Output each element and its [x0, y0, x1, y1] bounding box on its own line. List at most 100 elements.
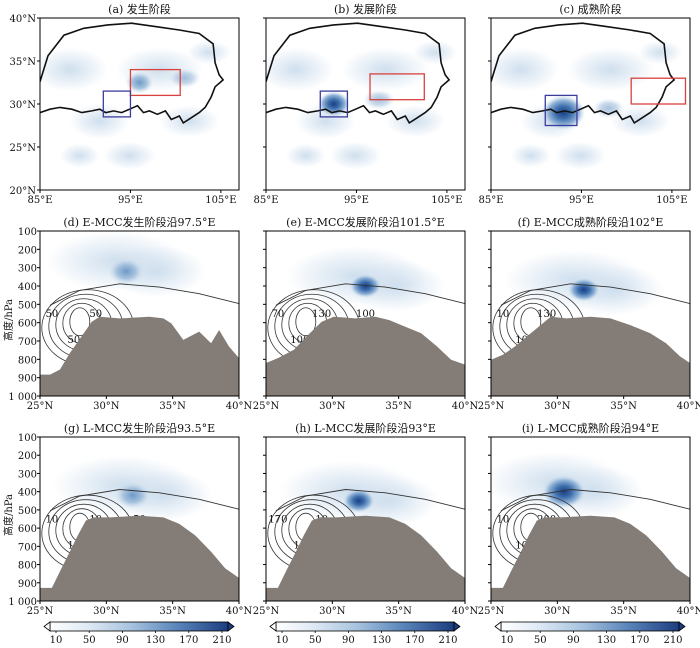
contour-label: 130 — [312, 309, 331, 320]
y-tick-label: 30°N — [10, 100, 37, 111]
colorbar-tick-label: 170 — [630, 635, 649, 646]
contour-label: 50 — [67, 335, 80, 346]
colorbar-bar — [49, 621, 229, 632]
y-axis-label-row2: 高度/hPa — [2, 299, 15, 341]
y-tick-label: 700 — [18, 542, 37, 553]
colorbar-tick-label: 10 — [276, 635, 289, 646]
plot-frame — [265, 230, 466, 397]
blue-box — [319, 90, 349, 118]
y-tick-label: 300 — [18, 469, 37, 480]
colorbar-tick-label: 50 — [534, 635, 547, 646]
x-tick-label: 85°E — [253, 195, 278, 206]
y-tick-label: 40°N — [10, 14, 37, 25]
panel-a: (a) 发生阶段 85°E 95°E 105°E 40°N 35°N 30°N 25°N 20°… — [10, 2, 240, 206]
x-tick-label: 40°N — [452, 606, 479, 617]
plot-frame — [39, 230, 240, 397]
y-tick-label: 500 — [18, 300, 37, 311]
panel-c: (c) 成熟阶段 85°E 95°E 105°E — [478, 2, 691, 206]
colorbar-tick-label: 130 — [146, 635, 165, 646]
plateau-outline — [491, 22, 676, 125]
x-tick-label: 95°E — [118, 195, 143, 206]
colorbar-tick-label: 170 — [179, 635, 198, 646]
shading-blob — [385, 105, 446, 138]
terrain — [491, 515, 690, 601]
plateau-outline — [40, 22, 225, 125]
colorbar-tick-label: 210 — [663, 635, 682, 646]
colorbar-left-arrow — [494, 621, 502, 632]
colorbar-right-arrow — [453, 621, 461, 632]
colorbar-left-arrow — [43, 621, 51, 632]
y-tick-label: 1 000 — [8, 597, 37, 608]
colorbar-right-arrow — [678, 621, 686, 632]
x-tick-label: 35°N — [610, 401, 637, 412]
max-value-blob — [108, 257, 145, 285]
y-tick-label: 200 — [18, 245, 37, 256]
x-tick-label: 35°N — [159, 401, 186, 412]
shading-blob — [187, 40, 232, 65]
panel-g: 1010103050150(g) L-MCC发生阶段沿93.5°E25°N30°… — [8, 421, 252, 617]
y-tick-label: 1 000 — [8, 392, 37, 403]
terrain — [491, 316, 690, 396]
contour-line — [500, 283, 690, 306]
x-tick-label: 30°N — [319, 606, 346, 617]
colorbar-1: 10 50 90 130 170 210 — [43, 621, 235, 646]
max-value-blob — [114, 481, 151, 509]
terrain — [40, 316, 239, 396]
contour-label: 70 — [272, 309, 285, 320]
shading-blob — [610, 105, 671, 138]
max-value-blob — [125, 71, 154, 94]
colorbar-tick-label: 170 — [405, 635, 424, 646]
contour-line — [295, 307, 317, 337]
panel-title: (f) E-MCC成熟阶段沿102°E — [518, 215, 664, 229]
shading-blob — [554, 141, 607, 170]
y-tick-label: 600 — [18, 319, 37, 330]
shading-blob — [510, 143, 551, 168]
contour-line — [275, 283, 465, 306]
shading-blob — [638, 40, 683, 65]
y-tick-label: 800 — [18, 355, 37, 366]
x-tick-label: 35°N — [610, 606, 637, 617]
panel-e: 70100130160100(e) E-MCC发展阶段沿101.5°E25°N3… — [253, 215, 479, 412]
red-box — [369, 73, 425, 101]
colorbar-bar — [500, 621, 680, 632]
panel-b: (b) 发展阶段 85°E 95°E 105°E — [253, 2, 466, 206]
panel-title: (h) L-MCC发展阶段沿93°E — [295, 421, 436, 435]
colorbar-tick-label: 50 — [83, 635, 96, 646]
max-value-blob — [317, 91, 350, 117]
colorbar-tick-label: 210 — [438, 635, 457, 646]
contour-label: 10 — [497, 514, 510, 525]
contour-label: 10 — [497, 309, 510, 320]
panel-title: (d) E-MCC发生阶段沿97.5°E — [63, 215, 215, 229]
panel-title: (c) 成熟阶段 — [559, 2, 621, 16]
shading-blob — [563, 263, 664, 316]
y-tick-label: 400 — [18, 488, 37, 499]
y-axis-label-row3: 高度/hPa — [2, 494, 15, 536]
plateau-outline — [266, 22, 451, 125]
y-tick-label: 200 — [18, 451, 37, 462]
panel-title: (g) L-MCC发生阶段沿93.5°E — [64, 421, 215, 435]
y-tick-label: 500 — [18, 506, 37, 517]
y-tick-label: 800 — [18, 561, 37, 572]
shading-blob — [103, 141, 156, 170]
x-tick-label: 30°N — [544, 401, 571, 412]
panel-f: 1010013040(f) E-MCC成熟阶段沿102°E25°N30°N35°… — [478, 215, 700, 412]
panel-h: 1701010130(h) L-MCC发展阶段沿93°E25°N30°N35°N… — [253, 421, 479, 617]
x-tick-label: 35°N — [385, 606, 412, 617]
y-tick-label: 400 — [18, 282, 37, 293]
colorbar-tick-label: 10 — [50, 635, 63, 646]
max-value-blob — [541, 95, 586, 131]
y-tick-label: 600 — [18, 524, 37, 535]
blue-box — [102, 90, 132, 118]
plot-frame — [490, 436, 691, 602]
panel-title: (e) E-MCC发展阶段沿101.5°E — [286, 215, 445, 229]
plot-frame — [490, 230, 691, 397]
contour-line — [49, 283, 239, 306]
terrain — [266, 316, 465, 396]
panel-title: (a) 发生阶段 — [108, 2, 171, 16]
shading-blob — [566, 47, 655, 92]
shading-blob — [285, 143, 326, 168]
x-tick-label: 25°N — [253, 606, 280, 617]
contour-label: 10 — [46, 514, 59, 525]
shading-blob — [168, 68, 201, 89]
contour-label: 130 — [537, 309, 556, 320]
